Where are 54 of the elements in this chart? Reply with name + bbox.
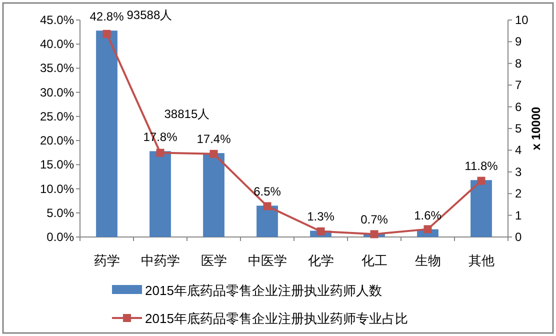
y2-tick-label: 6 [515, 100, 522, 114]
y2-tick-label: 4 [515, 143, 522, 158]
y2-tick-label: 2 [515, 186, 522, 201]
legend-label: 2015年底药品零售企业注册执业药师人数 [145, 283, 382, 298]
data-label: 0.7% [360, 212, 388, 227]
x-tick-label: 药学 [94, 253, 120, 268]
y-tick-label: 20.0% [40, 134, 74, 148]
annotation: 38815人 [164, 106, 210, 121]
y-tick-label: 40.0% [40, 37, 74, 52]
point [102, 30, 111, 38]
legend-label: 2015年底药品零售企业注册执业药师专业占比 [145, 311, 408, 326]
bar [96, 30, 118, 237]
x-tick-label: 中药学 [140, 253, 180, 268]
annotation: 93588人 [126, 8, 172, 22]
point [263, 202, 272, 210]
bar [203, 153, 224, 237]
data-label: 42.8% [90, 10, 124, 24]
x-tick-label: 医学 [200, 253, 227, 268]
data-label: 1.3% [307, 210, 335, 224]
x-tick-label: 其他 [468, 253, 494, 268]
bar [150, 151, 171, 237]
point [156, 148, 164, 157]
y-tick-label: 15.0% [40, 158, 74, 172]
y-tick-label: 30.0% [40, 85, 74, 100]
y2-tick-label: 8 [515, 56, 522, 70]
point [370, 230, 378, 238]
data-label: 11.8% [464, 159, 498, 174]
y2-tick-label: 10 [515, 13, 529, 27]
y-tick-label: 10.0% [40, 182, 74, 196]
y-tick-label: 35.0% [40, 61, 74, 76]
point [210, 150, 218, 158]
y2-tick-label: 9 [515, 34, 522, 49]
y2-axis-title: x 10000 [529, 106, 543, 150]
x-tick-label: 生物 [414, 253, 441, 268]
point [477, 176, 486, 185]
x-tick-label: 化工 [361, 253, 388, 268]
y-tick-label: 45.0% [40, 13, 74, 27]
y2-tick-label: 0 [515, 230, 522, 244]
y-tick-label: 0.0% [46, 230, 74, 244]
x-tick-label: 中医学 [248, 253, 287, 268]
y2-tick-label: 3 [515, 164, 522, 179]
point [316, 227, 325, 236]
y2-tick-label: 7 [515, 78, 522, 92]
y-tick-label: 5.0% [46, 206, 74, 220]
x-tick-label: 化学 [308, 253, 334, 268]
y2-tick-label: 1 [515, 208, 522, 222]
bar [256, 206, 278, 237]
y2-tick-label: 5 [515, 122, 522, 136]
data-label: 17.4% [196, 132, 232, 146]
bar [470, 180, 492, 237]
data-label: 1.6% [414, 208, 442, 222]
y-tick-label: 25.0% [40, 109, 74, 124]
data-label: 6.5% [254, 184, 282, 199]
point [424, 225, 432, 234]
